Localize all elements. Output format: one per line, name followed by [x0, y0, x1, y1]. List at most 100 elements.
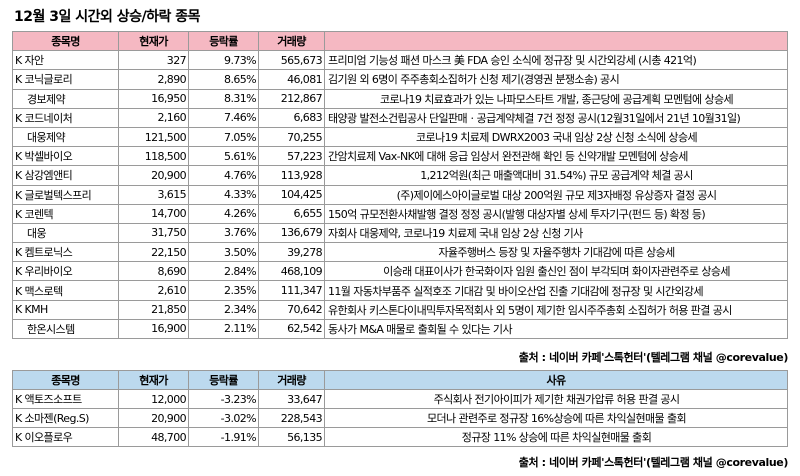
reason-cell: 간암치료제 Vax-NK에 대해 응급 임상서 완전관해 확인 등 신약개발 모… — [324, 146, 788, 167]
reason-cell: 정규장 11% 상승에 따른 차익실현매물 출회 — [324, 427, 788, 447]
price-cell: 3,615 — [118, 184, 189, 205]
stock-name-cell: K 코드네이처 — [12, 107, 119, 128]
change-cell: 3.76% — [188, 222, 259, 244]
table-row: K KMH 21,850 2.34% 70,642 유한회사 키스톤다이내믹투자목적회사… — [12, 299, 788, 320]
price-cell: 31,750 — [118, 222, 189, 244]
header-reason — [324, 30, 788, 52]
stock-name-cell: 대웅제약 — [12, 126, 119, 148]
header-volume: 거래량 — [258, 30, 325, 52]
source-note: 출처 : 네이버 카페'스톡헌터'(텔레그램 채널 @corevalue) — [518, 351, 789, 364]
reason-cell: 자율주행버스 등장 및 자율주행차 기대감에 따른 상승세 — [324, 242, 788, 263]
stock-name-cell: K 액토즈소프트 — [12, 389, 119, 409]
volume-cell: 46,081 — [258, 69, 325, 90]
stock-name-cell: K 소마젠(Reg.S) — [12, 408, 119, 428]
header-reason: 사유 — [324, 370, 788, 390]
reason-cell: 동사가 M&A 매물로 출회될 수 있다는 기사 — [324, 318, 788, 340]
reason-cell: 김기원 외 6명이 주주총회소집허가 신청 제기(경영권 분쟁소송) 공시 — [324, 69, 788, 90]
page-title: 12월 3일 시간외 상승/하락 종목 — [14, 9, 201, 25]
change-cell: -3.23% — [188, 389, 259, 409]
reason-cell: 1,212억원(최근 매출액대비 31.54%) 규모 공급계약 체결 공시 — [324, 165, 788, 186]
change-cell: 7.46% — [188, 107, 259, 128]
volume-cell: 39,278 — [258, 242, 325, 263]
price-cell: 2,890 — [118, 69, 189, 90]
change-cell: 8.31% — [188, 88, 259, 109]
fall-table-header: 종목명 현재가 등락률 거래량 사유 — [12, 370, 788, 390]
volume-cell: 113,928 — [258, 165, 325, 186]
price-cell: 22,150 — [118, 242, 189, 263]
reason-cell: 태양광 발전소건립공사 단일판매ㆍ공급계약체결 7건 정정 공시(12월31일에… — [324, 107, 788, 128]
table-row: K 코드네이처 2,160 7.46% 6,683 태양광 발전소건립공사 단일판매ㆍ공… — [12, 107, 788, 128]
price-cell: 327 — [118, 50, 189, 71]
table-row: 대웅 31,750 3.76% 136,679 자회사 대웅제약, 코로나19 치료제 … — [12, 222, 788, 244]
stock-name-cell: K 글로벌텍스프리 — [12, 184, 119, 205]
volume-cell: 6,655 — [258, 203, 325, 224]
change-cell: 9.73% — [188, 50, 259, 71]
rise-table: 종목명 현재가 등락률 거래량 K 자안 327 9.73% 565,673 프리미엄 … — [12, 30, 788, 340]
table-row: K 액토즈소프트 12,000 -3.23% 33,647 주식회사 전기아이피가 제기… — [12, 389, 788, 409]
change-cell: 7.05% — [188, 126, 259, 148]
change-cell: 3.50% — [188, 242, 259, 263]
header-name: 종목명 — [12, 370, 119, 390]
header-change: 등락률 — [188, 30, 259, 52]
table-row: K 우리바이오 8,690 2.84% 468,109 이승래 대표이사가 한국화이자 … — [12, 261, 788, 282]
price-cell: 8,690 — [118, 261, 189, 282]
reason-cell: 프리미엄 기능성 패션 마스크 美 FDA 승인 소식에 정규장 및 시간외강세… — [324, 50, 788, 71]
change-cell: 2.34% — [188, 299, 259, 320]
reason-cell: 자회사 대웅제약, 코로나19 치료제 국내 임상 2상 신청 기사 — [324, 222, 788, 244]
change-cell: 4.33% — [188, 184, 259, 205]
stock-name-cell: K 코닉글로리 — [12, 69, 119, 90]
volume-cell: 56,135 — [258, 427, 325, 447]
source-note: 출처 : 네이버 카페'스톡헌터'(텔레그램 채널 @corevalue) — [518, 456, 789, 469]
reason-cell: 코로나19 치료효과가 있는 나파모스타트 개발, 종근당에 공급계획 모멘텀에… — [324, 88, 788, 109]
volume-cell: 228,543 — [258, 408, 325, 428]
price-cell: 20,900 — [118, 165, 189, 186]
price-cell: 20,900 — [118, 408, 189, 428]
price-cell: 2,160 — [118, 107, 189, 128]
volume-cell: 104,425 — [258, 184, 325, 205]
change-cell: -1.91% — [188, 427, 259, 447]
stock-name-cell: K 코렌텍 — [12, 203, 119, 224]
table-row: K 소마젠(Reg.S) 20,900 -3.02% 228,543 모더나 관련주로 … — [12, 408, 788, 428]
reason-cell: 150억 규모전환사채발행 결정 정정 공시(발행 대상자별 상세 투자기구(펀… — [324, 203, 788, 224]
stock-name-cell: K 맥스로텍 — [12, 280, 119, 301]
header-volume: 거래량 — [258, 370, 325, 390]
rise-table-header: 종목명 현재가 등락률 거래량 — [12, 30, 788, 52]
table-row: 대웅제약 121,500 7.05% 70,255 코로나19 치료제 DWRX2003… — [12, 126, 788, 148]
price-cell: 16,950 — [118, 88, 189, 109]
table-row: K 글로벌텍스프리 3,615 4.33% 104,425 (주)제이에스아이글로벌 대… — [12, 184, 788, 205]
reason-cell: 11월 자동차부품주 실적호조 기대감 및 바이오산업 진출 기대감에 정규장 … — [324, 280, 788, 301]
table-row: K 이오플로우 48,700 -1.91% 56,135 정규장 11% 상승에 따른 … — [12, 427, 788, 447]
reason-cell: 유한회사 키스톤다이내믹투자목적회사 외 5명이 제기한 임시주주총회 소집허가… — [324, 299, 788, 320]
stock-name-cell: K 박셀바이오 — [12, 146, 119, 167]
stock-name-cell: K 자안 — [12, 50, 119, 71]
reason-cell: 모더나 관련주로 정규장 16%상승에 따른 차익실현매물 출회 — [324, 408, 788, 428]
volume-cell: 70,642 — [258, 299, 325, 320]
header-name: 종목명 — [12, 30, 119, 52]
volume-cell: 33,647 — [258, 389, 325, 409]
table-row: 한온시스템 16,900 2.11% 62,542 동사가 M&A 매물로 출회될 수 … — [12, 318, 788, 340]
volume-cell: 70,255 — [258, 126, 325, 148]
change-cell: 4.26% — [188, 203, 259, 224]
stock-name-cell: K 삼강엠앤티 — [12, 165, 119, 186]
table-row: K 켐트로닉스 22,150 3.50% 39,278 자율주행버스 등장 및 자율주행… — [12, 242, 788, 263]
change-cell: 2.35% — [188, 280, 259, 301]
price-cell: 2,610 — [118, 280, 189, 301]
stock-name-cell: K 우리바이오 — [12, 261, 119, 282]
reason-cell: 이승래 대표이사가 한국화이자 임원 출신인 점이 부각되며 화이자관련주로 상… — [324, 261, 788, 282]
header-price: 현재가 — [118, 30, 189, 52]
price-cell: 118,500 — [118, 146, 189, 167]
table-row: K 삼강엠앤티 20,900 4.76% 113,928 1,212억원(최근 매출액대… — [12, 165, 788, 186]
fall-table: 종목명 현재가 등락률 거래량 사유 K 액토즈소프트 12,000 -3.23% 3… — [12, 370, 788, 447]
change-cell: 5.61% — [188, 146, 259, 167]
stock-name-cell: 경보제약 — [12, 88, 119, 109]
price-cell: 12,000 — [118, 389, 189, 409]
change-cell: 8.65% — [188, 69, 259, 90]
volume-cell: 57,223 — [258, 146, 325, 167]
stock-name-cell: K 이오플로우 — [12, 427, 119, 447]
price-cell: 48,700 — [118, 427, 189, 447]
volume-cell: 565,673 — [258, 50, 325, 71]
volume-cell: 111,347 — [258, 280, 325, 301]
reason-cell: 주식회사 전기아이피가 제기한 채권가압류 허용 판결 공시 — [324, 389, 788, 409]
header-change: 등락률 — [188, 370, 259, 390]
stock-name-cell: 대웅 — [12, 222, 119, 244]
